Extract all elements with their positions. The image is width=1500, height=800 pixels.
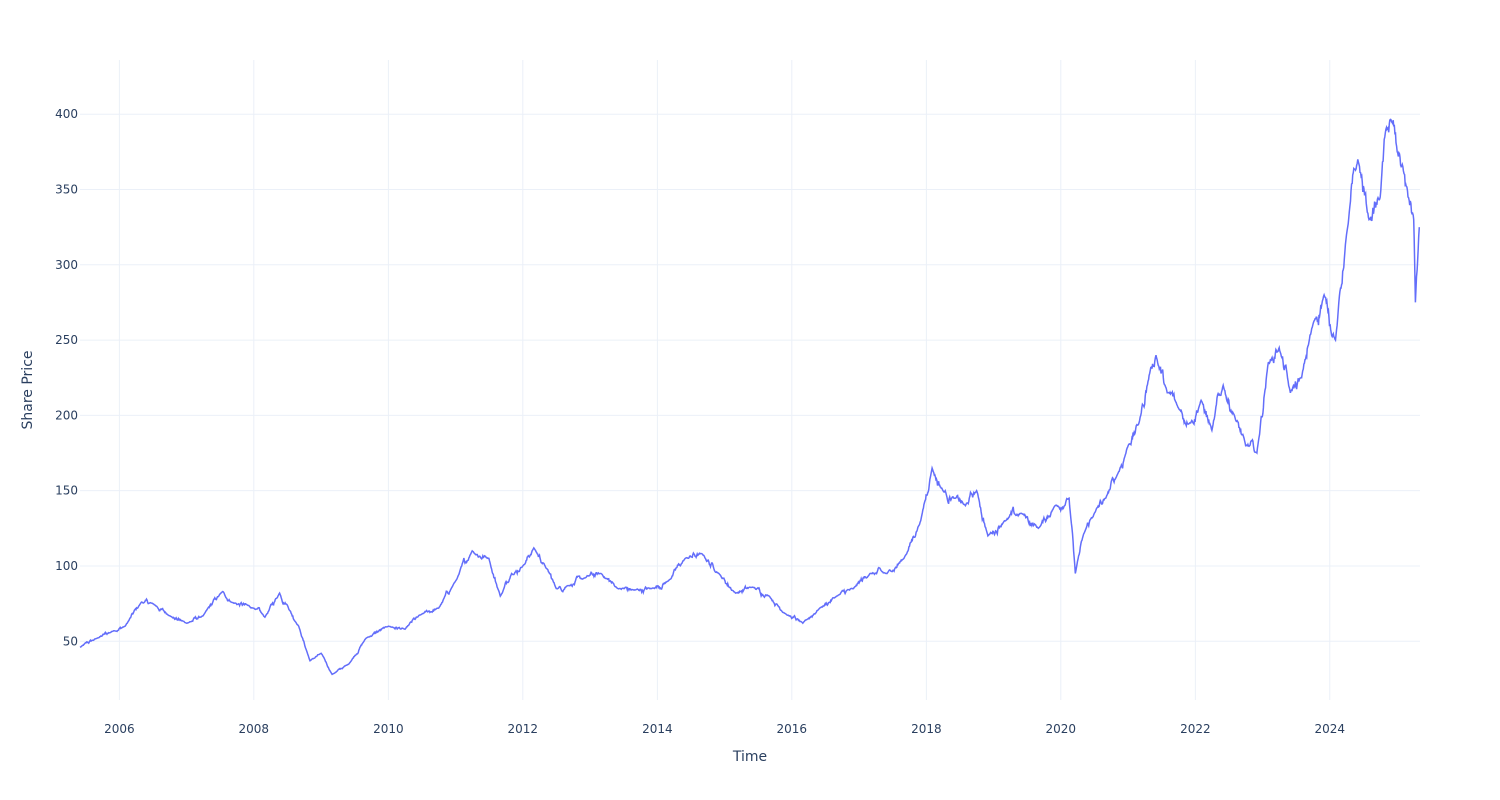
x-tick-label: 2012 — [508, 722, 539, 736]
x-axis-title: Time — [732, 749, 767, 765]
share-price-line — [79, 118, 1421, 676]
y-tick-label: 200 — [55, 408, 78, 422]
y-axis-ticks: 50 100 150 200 250 300 350 400 — [55, 107, 78, 648]
y-tick-label: 150 — [55, 484, 78, 498]
x-tick-label: 2024 — [1315, 722, 1346, 736]
y-tick-label: 250 — [55, 333, 78, 347]
plot-background — [80, 60, 1420, 700]
y-tick-label: 350 — [55, 183, 78, 197]
x-tick-label: 2010 — [373, 722, 404, 736]
x-tick-label: 2008 — [239, 722, 270, 736]
x-tick-label: 2018 — [911, 722, 942, 736]
x-tick-label: 2006 — [104, 722, 135, 736]
y-tick-label: 100 — [55, 559, 78, 573]
x-tick-label: 2016 — [777, 722, 808, 736]
x-tick-label: 2022 — [1180, 722, 1211, 736]
y-tick-label: 300 — [55, 258, 78, 272]
y-axis-title: Share Price — [20, 350, 36, 429]
x-tick-label: 2020 — [1046, 722, 1077, 736]
x-tick-label: 2014 — [642, 722, 673, 736]
y-tick-label: 400 — [55, 107, 78, 121]
x-axis-ticks: 2006 2008 2010 2012 2014 2016 2018 2020 2022 2024 — [104, 722, 1345, 736]
y-tick-label: 50 — [63, 634, 78, 648]
